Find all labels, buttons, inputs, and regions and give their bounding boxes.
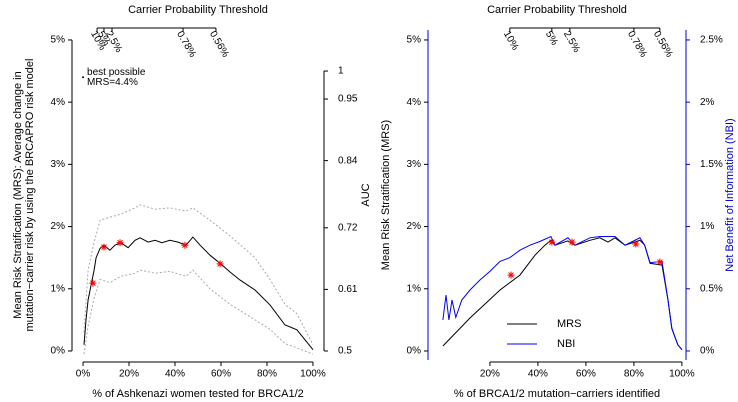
y-tick-label: 4%	[51, 97, 66, 108]
star-marker	[568, 238, 576, 246]
y-tick-label: 1%	[51, 283, 66, 294]
y-tick-label: 0%	[407, 346, 422, 357]
y2-tick-label: 0.72	[338, 222, 358, 233]
x2-tick-label: 0.56%	[651, 29, 675, 59]
star-marker	[181, 241, 189, 249]
star-marker	[632, 240, 640, 248]
y2-tick-label: 0.5%	[700, 283, 723, 294]
x-axis-label: % of BRCA1/2 mutation−carriers identifie…	[454, 388, 660, 400]
series-line	[442, 235, 683, 351]
y-tick-label: 0%	[51, 346, 66, 357]
series-line	[83, 204, 314, 346]
legend-label: MRS	[557, 318, 581, 330]
star-marker	[216, 260, 224, 268]
y-axis-label: Mean Risk Stratification (MRS)	[380, 120, 392, 270]
x-tick-label: 40%	[165, 369, 185, 380]
star-marker	[656, 258, 664, 266]
y2-axis-label: AUC	[360, 183, 372, 206]
x-tick-label: 80%	[257, 369, 277, 380]
x-tick-label: 20%	[119, 369, 139, 380]
x2-tick-label: 0.78%	[174, 29, 198, 59]
y2-tick-label: 2%	[700, 97, 715, 108]
series-line	[83, 236, 314, 351]
x-tick-label: 20%	[480, 369, 500, 380]
y-tick-label: 5%	[51, 35, 66, 46]
x2-tick-label: 0.78%	[625, 29, 649, 59]
x-tick-label: 40%	[528, 369, 548, 380]
x-tick-label: 60%	[576, 369, 596, 380]
star-marker	[116, 239, 124, 247]
y2-tick-label: 1%	[700, 221, 715, 232]
x-axis-label: % of Ashkenazi women tested for BRCA1/2	[92, 388, 304, 400]
x-tick-label: 100%	[669, 369, 695, 380]
y-tick-label: 4%	[407, 97, 422, 108]
y-tick-label: 5%	[407, 35, 422, 46]
series-line	[83, 269, 314, 355]
y2-tick-label: 1.5%	[700, 159, 723, 170]
x2-tick-label: 2.5%	[561, 29, 582, 54]
y-tick-label: 2%	[51, 221, 66, 232]
star-marker	[548, 238, 556, 246]
annotation-text: best possible	[87, 67, 146, 78]
series-line	[442, 237, 683, 351]
y2-tick-label: 0.61	[338, 284, 358, 295]
x-tick-label: 100%	[300, 369, 326, 380]
y-tick-label: 3%	[51, 159, 66, 170]
x2-tick-label: 5%	[543, 29, 560, 47]
y2-tick-label: 2.5%	[700, 35, 723, 46]
star-marker	[89, 279, 97, 287]
y2-axis-label: Net Benefit of Information (NBI)	[724, 118, 736, 271]
x2-axis-label: Carrier Probability Threshold	[487, 4, 627, 16]
x2-tick-label: 0.56%	[207, 29, 231, 59]
y-tick-label: 1%	[407, 283, 422, 294]
x-tick-label: 0%	[76, 369, 91, 380]
y2-tick-label: 0.84	[338, 155, 358, 166]
star-marker	[507, 271, 515, 279]
x-tick-label: 60%	[211, 369, 231, 380]
y2-tick-label: 0.5	[338, 346, 352, 357]
y2-tick-label: 1	[338, 66, 344, 77]
y-tick-label: 2%	[407, 221, 422, 232]
x2-tick-label: 10%	[501, 29, 521, 52]
y2-tick-label: 0.95	[338, 94, 358, 105]
star-marker	[100, 243, 108, 251]
legend-label: NBI	[557, 338, 575, 350]
y-axis-label: Mean Risk Stratification (MRS): Average …	[12, 71, 24, 318]
y-axis-label: mutation−carrier risk by using the BRCAP…	[24, 59, 36, 332]
y-tick-label: 3%	[407, 159, 422, 170]
annotation-text: MRS=4.4%	[87, 77, 138, 88]
x2-axis-label: Carrier Probability Threshold	[128, 4, 268, 16]
y2-tick-label: 0%	[700, 346, 715, 357]
x-tick-label: 80%	[624, 369, 644, 380]
annotation-point	[82, 76, 85, 79]
